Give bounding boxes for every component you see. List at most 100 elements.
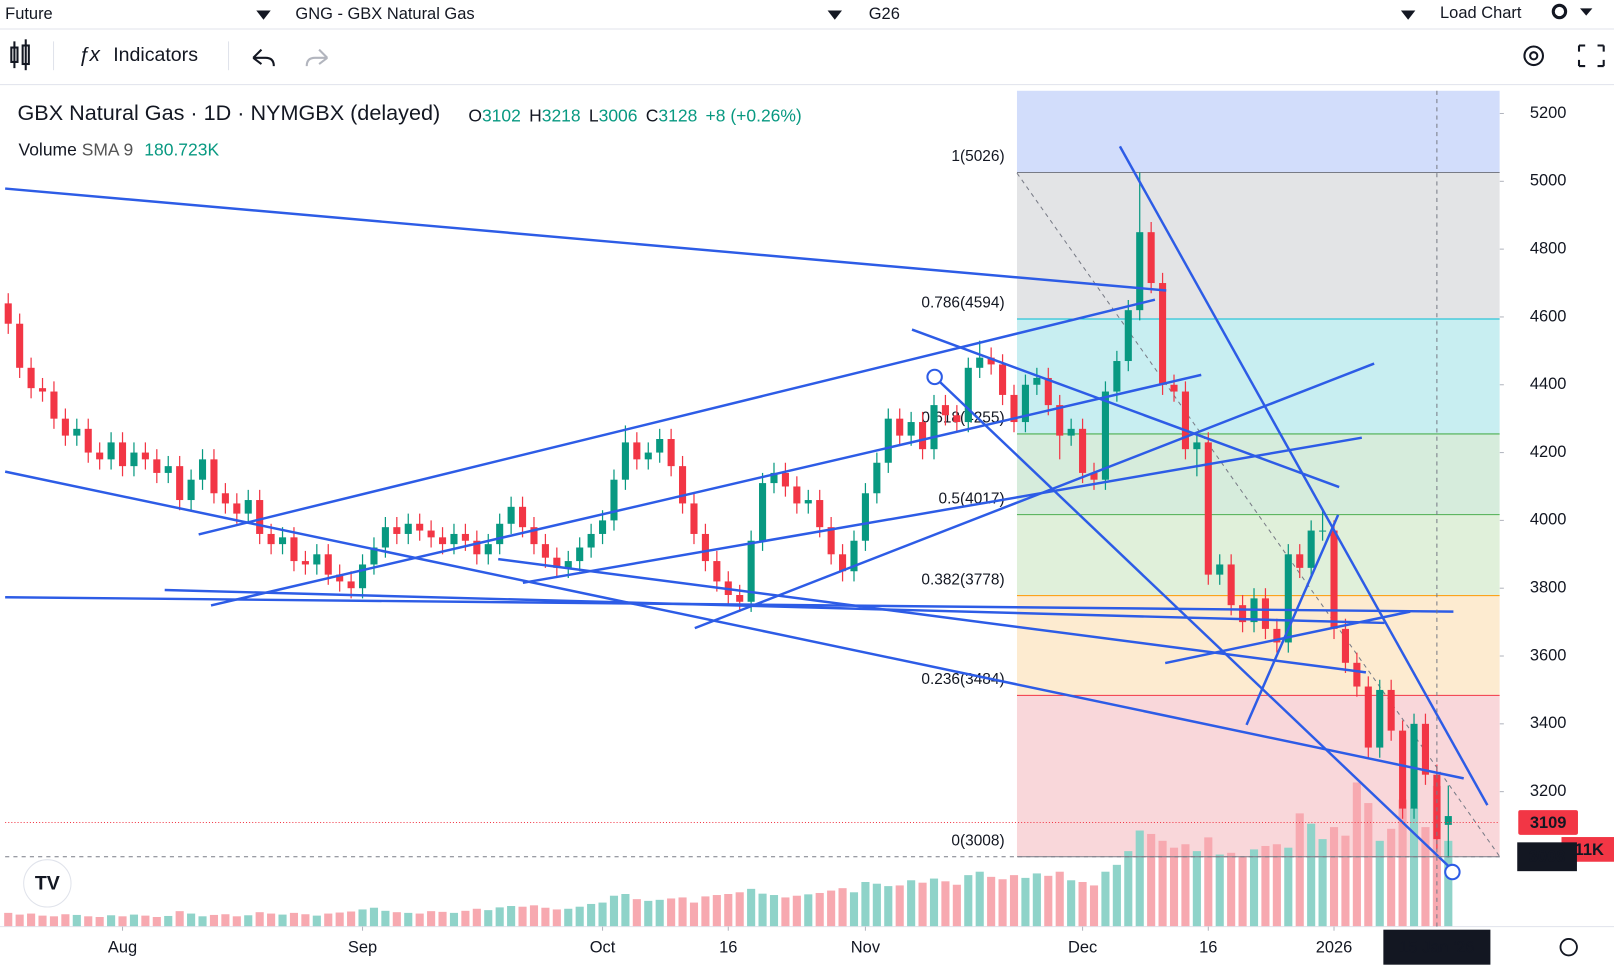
indicators-icon[interactable]: ƒx	[78, 43, 100, 66]
y-tick-label: 3800	[1530, 579, 1567, 597]
fullscreen-icon[interactable]	[1577, 44, 1605, 68]
candle-body	[530, 527, 538, 545]
candle-body	[816, 500, 824, 528]
candle-body	[576, 547, 584, 562]
line-handle[interactable]	[926, 368, 943, 386]
candle-body	[953, 415, 961, 423]
x-tick-label: Dec	[1068, 939, 1097, 957]
volume-bar	[1398, 799, 1407, 927]
candle-body	[701, 533, 709, 562]
candle-body	[404, 523, 412, 534]
candle-body	[301, 561, 309, 565]
volume-legend: Volume SMA 9 180.723K	[19, 139, 220, 159]
candle-body	[633, 442, 641, 460]
ohlc-value: 3102	[482, 105, 521, 125]
trend-line	[1245, 514, 1340, 726]
volume-bar	[1044, 875, 1053, 927]
fib-level-label: 0(3008)	[951, 832, 1004, 849]
candle-body	[1444, 816, 1452, 825]
ohlc-key: H	[529, 105, 542, 125]
candle-body	[61, 418, 69, 436]
candle-body	[336, 574, 344, 582]
settings-icon[interactable]	[1523, 45, 1545, 67]
trend-lines	[4, 145, 1489, 881]
ohlc-key: O	[468, 105, 482, 125]
volume-bar	[1067, 880, 1076, 927]
settings-icon-center	[1529, 51, 1539, 61]
fib-band	[1016, 514, 1500, 596]
volume-bar	[175, 911, 184, 927]
dropdown-arrow	[827, 10, 842, 20]
volume-bar	[758, 893, 767, 927]
volume-bar	[1329, 827, 1339, 927]
volume-bar	[472, 908, 481, 927]
candle-body	[1056, 405, 1064, 436]
candle-body	[358, 564, 367, 589]
volume-bar	[255, 912, 264, 927]
crosshair-price-label: 3008	[1529, 848, 1566, 866]
line-handle[interactable]	[1444, 863, 1461, 881]
bar-style-icon[interactable]	[10, 39, 30, 71]
undo-icon[interactable]	[252, 48, 275, 67]
volume-bar	[987, 876, 996, 927]
volume-bar	[1249, 849, 1259, 927]
load-chart-button[interactable]: Load Chart	[1440, 4, 1522, 22]
trend-line	[522, 436, 1363, 585]
candle-body	[621, 442, 629, 480]
candle-body	[861, 493, 869, 541]
candle-body	[1227, 564, 1235, 606]
market-select[interactable]: Future	[5, 5, 53, 23]
contract-select[interactable]: G26	[869, 5, 900, 23]
last-price-box	[1518, 810, 1578, 835]
y-tick-label: 5200	[1530, 104, 1567, 122]
trend-line	[5, 187, 1167, 292]
trend-line	[210, 373, 1202, 607]
symbol-select[interactable]: GNG - GBX Natural Gas	[295, 5, 474, 23]
volume-bar	[929, 878, 939, 927]
indicators-button[interactable]: Indicators	[113, 44, 198, 66]
axis-settings-icon[interactable]	[1559, 938, 1578, 957]
fib-level-label: 0.236(3484)	[921, 671, 1004, 688]
settings-icon[interactable]	[1551, 3, 1568, 20]
fib-band	[1016, 90, 1500, 173]
x-tick-label: Sep	[348, 939, 377, 957]
volume-bar	[72, 914, 81, 927]
candle-body	[907, 422, 915, 436]
volume-bar	[804, 894, 813, 927]
volume-bar	[61, 914, 70, 927]
crosshair-date-box	[1383, 929, 1491, 965]
candle-body	[1147, 232, 1155, 284]
candle-body	[1159, 283, 1167, 385]
volume-bar	[495, 907, 504, 927]
logo[interactable]	[23, 859, 72, 908]
candle-body	[461, 533, 469, 541]
candle-body	[644, 452, 652, 460]
candle-body	[884, 418, 892, 463]
candle-body	[347, 581, 355, 589]
volume-bar	[1124, 851, 1133, 927]
volume-bar	[1147, 833, 1156, 927]
candle-body	[324, 554, 332, 575]
candle-body	[198, 459, 207, 480]
volume-bar	[1055, 871, 1064, 927]
volume-bar	[84, 916, 93, 927]
volume-bar	[769, 895, 779, 927]
trend-line	[1164, 610, 1411, 665]
volume-bar	[724, 894, 733, 927]
volume-bar	[815, 892, 824, 927]
candle-body	[1410, 723, 1418, 809]
x-tick-label: 16	[719, 939, 737, 957]
volume-bar	[609, 895, 619, 927]
volume-bar	[358, 909, 367, 927]
redo-icon[interactable]	[305, 48, 329, 67]
candle-body	[176, 466, 184, 501]
volume-bar	[221, 914, 230, 927]
candle-body	[793, 486, 801, 504]
candle-body	[84, 428, 92, 453]
candle-body	[1021, 384, 1029, 423]
fib-level-label: 0.382(3778)	[921, 571, 1004, 588]
volume-bar	[1204, 837, 1213, 927]
volume-bar	[1101, 871, 1110, 927]
candle-body	[221, 493, 229, 504]
